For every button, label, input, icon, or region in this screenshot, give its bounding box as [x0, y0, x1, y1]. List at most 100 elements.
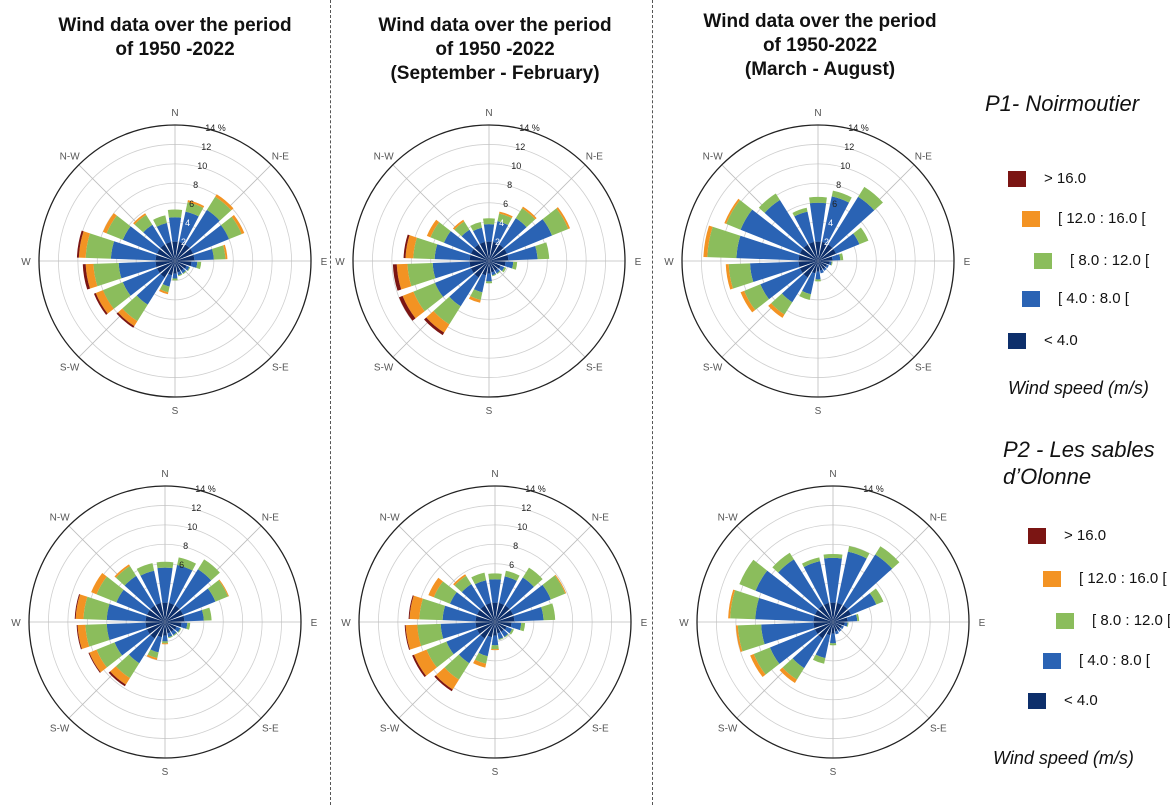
radial-tick-label: 12: [844, 142, 854, 152]
wind-bar-segment: [175, 244, 190, 261]
direction-label-n-w: N-W: [718, 513, 739, 524]
radial-tick-label: 8: [513, 541, 518, 551]
wind-bar-segment: [215, 194, 234, 211]
wind-bar-segment: [823, 602, 833, 622]
wind-bar-segment: [515, 208, 536, 228]
wind-bar-segment: [408, 595, 414, 620]
wind-bar-segment: [495, 622, 501, 634]
wind-bar-segment: [177, 271, 182, 276]
wind-bar-segment: [155, 602, 165, 622]
wind-bar-segment: [162, 635, 168, 642]
wind-bar-segment: [522, 567, 543, 587]
wind-bar-segment: [155, 254, 175, 261]
wind-bar-segment: [160, 244, 175, 261]
direction-label-w: W: [335, 257, 345, 268]
wind-bar-segment: [185, 202, 204, 217]
wind-bar-segment: [510, 584, 551, 615]
wind-bar-segment: [737, 624, 765, 652]
wind-bar-segment: [172, 273, 178, 279]
site-label-p1: P1- Noirmoutier: [985, 91, 1140, 116]
wind-bar-segment: [150, 622, 165, 639]
wind-bar-segment: [165, 605, 180, 622]
wind-bar-segment: [835, 630, 839, 635]
direction-label-e: E: [641, 618, 648, 629]
legend-label: > 16.0: [1064, 527, 1107, 544]
wind-bar-segment: [93, 293, 108, 315]
wind-bar-segment: [186, 622, 191, 630]
wind-bar-segment: [839, 253, 844, 261]
column-divider-1: [330, 0, 331, 805]
wind-bar-segment: [432, 261, 471, 279]
wind-bar-segment: [493, 221, 509, 244]
radial-tick-label: 14 %: [525, 484, 546, 494]
wind-bar-segment: [161, 643, 169, 645]
wind-bar-segment: [117, 308, 138, 327]
wind-bar-segment: [471, 572, 487, 585]
wind-bar-segment: [187, 266, 191, 272]
direction-label-s-e: S-E: [915, 362, 932, 373]
legend-label: > 16.0: [1044, 170, 1087, 187]
direction-label-s-e: S-E: [592, 723, 609, 734]
wind-bar-segment: [102, 213, 117, 234]
wind-bar-segment: [831, 622, 835, 634]
wind-bar-segment: [172, 241, 178, 261]
wind-bar-segment: [482, 261, 489, 276]
legend-label: [ 8.0 : 12.0 [: [1092, 612, 1170, 629]
wind-bar-segment: [813, 622, 833, 629]
wind-bar-segment: [504, 261, 514, 269]
wind-bar-segment: [489, 254, 509, 261]
wind-bar-segment: [475, 622, 495, 629]
wind-bar-segment: [833, 610, 852, 622]
wind-bar-segment: [535, 242, 550, 260]
wind-bar-segment: [398, 295, 416, 321]
wind-bar-segment: [412, 654, 427, 678]
legend-swatch: [1022, 290, 1040, 307]
wind-bar-segment: [147, 649, 159, 659]
wind-bar-segment: [470, 249, 489, 261]
wind-bar-segment: [168, 261, 175, 276]
wind-bar-segment: [838, 628, 842, 632]
wind-bar-segment: [781, 274, 808, 303]
wind-bar-segment: [417, 623, 444, 647]
wind-bar-segment: [495, 615, 515, 622]
grid-spoke: [488, 260, 586, 358]
direction-label-e: E: [321, 257, 328, 268]
wind-bar-segment: [848, 593, 877, 615]
wind-bar-segment: [478, 635, 492, 657]
wind-bar-segment: [201, 607, 212, 621]
wind-bar-segment: [818, 261, 826, 270]
wind-bar-segment: [495, 610, 514, 622]
wind-bar-segment: [470, 222, 482, 231]
wind-bar-segment: [495, 622, 507, 630]
wind-bar-segment: [856, 613, 860, 622]
legend-p2-8-12: [ 8.0 : 12.0 [: [1056, 612, 1170, 629]
wind-bar-segment: [497, 632, 504, 640]
legend-label: [ 8.0 : 12.0 [: [1070, 252, 1150, 269]
wind-bar-segment: [818, 256, 833, 261]
legend-p2-lt4: < 4.0: [1028, 692, 1098, 709]
wind-bar-segment: [443, 231, 474, 254]
radial-tick-label: 10: [840, 161, 850, 171]
wind-bar-segment: [809, 196, 827, 204]
wind-bar-segment: [504, 219, 553, 254]
wind-bar-segment: [136, 274, 165, 305]
wind-bar-segment: [156, 249, 175, 261]
direction-label-e: E: [964, 257, 971, 268]
wind-bar-segment: [78, 231, 91, 258]
wind-bar-segment: [488, 573, 502, 580]
wind-bar-segment: [510, 622, 522, 631]
direction-label-s-w: S-W: [50, 723, 70, 734]
legend-swatch: [1022, 210, 1040, 227]
wind-bar-segment: [434, 268, 474, 297]
direction-label-s: S: [492, 767, 499, 778]
wind-bar-segment: [95, 290, 114, 314]
wind-bar-segment: [846, 622, 849, 627]
wind-bar-segment: [156, 222, 171, 244]
direction-label-n-e: N-E: [592, 513, 610, 524]
direction-label-s-w: S-W: [718, 723, 738, 734]
wind-bar-segment: [823, 267, 827, 271]
direction-label-n-w: N-W: [50, 513, 71, 524]
wind-bar-segment: [496, 270, 501, 275]
wind-bar-segment: [489, 579, 501, 603]
direction-label-w: W: [664, 257, 674, 268]
